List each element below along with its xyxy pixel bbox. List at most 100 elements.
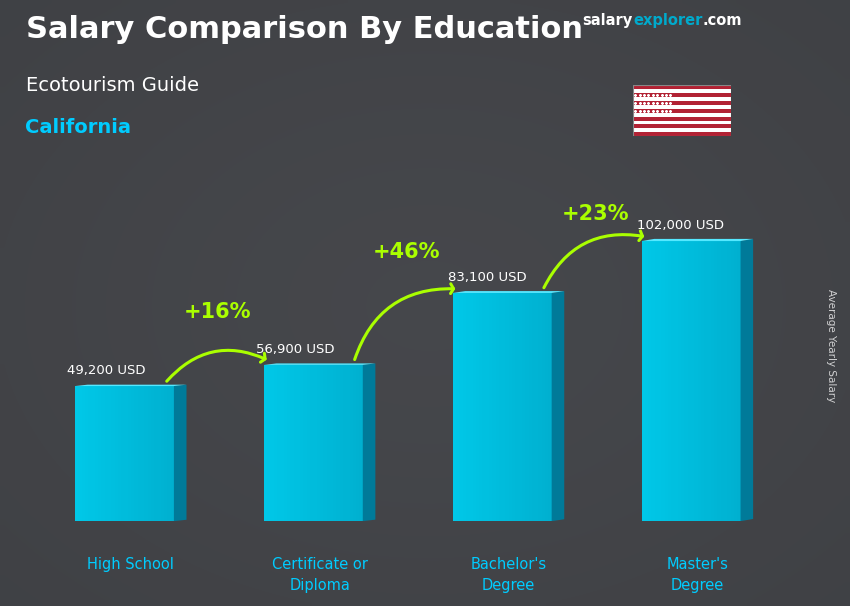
Text: High School: High School <box>88 557 174 572</box>
Bar <box>661 241 666 521</box>
Bar <box>665 241 669 521</box>
Bar <box>330 365 334 521</box>
Text: .com: .com <box>703 13 742 28</box>
Bar <box>284 365 288 521</box>
Bar <box>512 293 516 521</box>
Bar <box>714 241 718 521</box>
Bar <box>633 93 731 97</box>
Bar <box>724 241 728 521</box>
Bar <box>340 365 344 521</box>
Bar <box>469 293 473 521</box>
Bar <box>691 241 695 521</box>
Bar <box>75 386 79 521</box>
Bar <box>141 386 145 521</box>
Bar <box>707 241 711 521</box>
Text: Salary Comparison By Education: Salary Comparison By Education <box>26 15 582 44</box>
Bar <box>98 386 102 521</box>
Bar <box>297 365 301 521</box>
Bar <box>88 386 93 521</box>
Bar <box>108 386 112 521</box>
Polygon shape <box>642 239 753 241</box>
Bar <box>333 365 337 521</box>
Bar <box>164 386 168 521</box>
Bar <box>293 365 298 521</box>
Bar <box>649 241 653 521</box>
Bar <box>728 241 732 521</box>
Polygon shape <box>75 385 186 386</box>
Bar <box>688 241 692 521</box>
Bar <box>678 241 682 521</box>
Bar <box>85 386 89 521</box>
Bar <box>274 365 278 521</box>
Polygon shape <box>363 364 376 521</box>
Bar <box>492 293 496 521</box>
Bar <box>675 241 679 521</box>
Bar <box>483 293 486 521</box>
Bar <box>525 293 530 521</box>
Bar <box>668 241 672 521</box>
Bar <box>105 386 109 521</box>
Text: Ecotourism Guide: Ecotourism Guide <box>26 76 199 95</box>
Bar <box>681 241 685 521</box>
Bar <box>78 386 82 521</box>
Bar <box>642 241 646 521</box>
Bar <box>115 386 119 521</box>
Bar <box>529 293 533 521</box>
Text: explorer: explorer <box>633 13 703 28</box>
Bar <box>633 85 731 89</box>
Bar <box>316 365 320 521</box>
Bar <box>320 365 324 521</box>
Bar <box>633 116 731 121</box>
Bar <box>101 386 105 521</box>
Text: +23%: +23% <box>562 204 630 224</box>
Bar <box>303 365 308 521</box>
Bar <box>157 386 162 521</box>
Bar <box>82 386 86 521</box>
Bar <box>489 293 493 521</box>
Bar <box>499 293 503 521</box>
Bar <box>310 365 314 521</box>
Bar <box>459 293 463 521</box>
Bar <box>128 386 132 521</box>
Bar <box>300 365 304 521</box>
Text: salary: salary <box>582 13 632 28</box>
Text: California: California <box>26 118 132 137</box>
Bar <box>522 293 526 521</box>
Bar <box>633 113 731 116</box>
Bar <box>343 365 347 521</box>
Bar <box>134 386 139 521</box>
Bar <box>502 293 507 521</box>
Bar <box>731 241 735 521</box>
Bar <box>532 293 536 521</box>
Text: Master's
Degree: Master's Degree <box>666 557 728 593</box>
Bar <box>111 386 116 521</box>
Bar <box>717 241 722 521</box>
Bar <box>167 386 172 521</box>
Bar <box>124 386 128 521</box>
Bar <box>473 293 477 521</box>
Bar <box>150 386 155 521</box>
Bar <box>538 293 542 521</box>
Text: 102,000 USD: 102,000 USD <box>638 219 724 232</box>
Bar <box>545 293 549 521</box>
Bar <box>144 386 149 521</box>
Bar <box>360 365 364 521</box>
Bar <box>323 365 327 521</box>
Bar <box>541 293 546 521</box>
Bar <box>118 386 122 521</box>
Bar <box>148 386 151 521</box>
Bar <box>453 293 457 521</box>
Bar <box>633 97 731 101</box>
Bar <box>633 89 731 93</box>
Bar <box>154 386 158 521</box>
Bar <box>694 241 699 521</box>
Bar <box>131 386 135 521</box>
Bar <box>270 365 275 521</box>
Bar <box>277 365 281 521</box>
Bar <box>356 365 360 521</box>
Text: 83,100 USD: 83,100 USD <box>448 271 527 284</box>
Bar <box>94 386 99 521</box>
Bar <box>506 293 510 521</box>
Bar <box>267 365 271 521</box>
Bar <box>651 241 655 521</box>
